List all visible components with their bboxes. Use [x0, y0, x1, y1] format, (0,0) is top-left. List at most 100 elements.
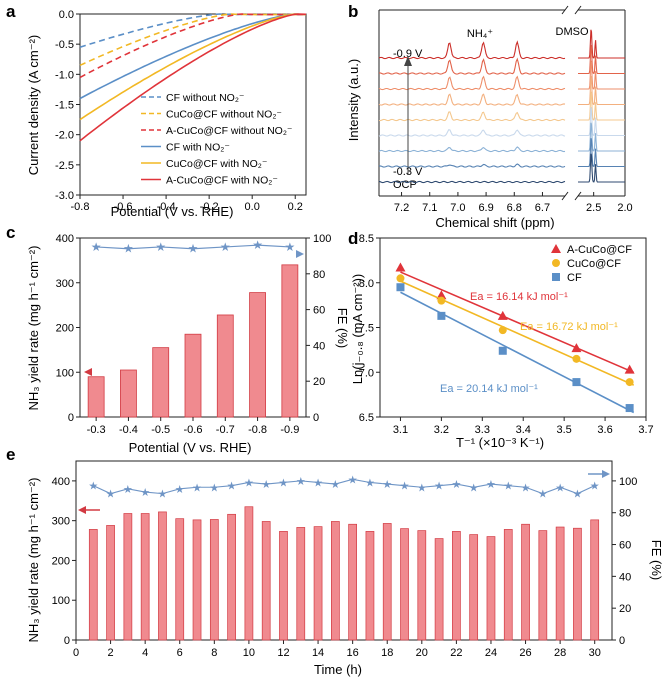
e-bar-27 — [555, 526, 565, 641]
d-legend-label-2: CF — [567, 272, 582, 284]
d-legend-marker-0 — [551, 244, 561, 253]
c-y2tick-label: 100 — [313, 233, 331, 245]
e-ytick-label: 0 — [64, 635, 70, 647]
a-ytick-label: -3.0 — [55, 190, 74, 202]
e-ytick-label: 100 — [52, 595, 70, 607]
b-xtick-label: 7.1 — [422, 202, 437, 214]
a-legend-label-1: CuCo@CF without NO₂⁻ — [166, 109, 282, 121]
e-bar-13 — [313, 526, 323, 641]
e-y2tick-label: 80 — [619, 508, 631, 520]
e-bar-6 — [192, 519, 202, 641]
a-xlabel: Potential (V vs. RHE) — [111, 204, 234, 219]
b-axis-break-2 — [561, 191, 569, 201]
d-legend-label-1: CuCo@CF — [567, 258, 621, 270]
b-spectrum-left-2 — [378, 75, 566, 91]
e-fe-point-4: ★ — [158, 489, 168, 501]
a-legend-label-2: A-CuCo@CF without NO₂⁻ — [166, 125, 293, 137]
c-y2tick-label: 20 — [313, 376, 325, 388]
c-xtick-label: -0.7 — [216, 424, 235, 436]
e-fe-point-12: ★ — [296, 476, 306, 488]
d-point-1-1 — [437, 296, 446, 305]
e-y2tick-label: 60 — [619, 540, 631, 552]
a-ytick-label: -1.5 — [55, 100, 74, 112]
e-xtick-label: 8 — [211, 647, 217, 659]
c-xtick-label: -0.4 — [119, 424, 138, 436]
e-xtick-label: 12 — [277, 647, 289, 659]
b-xtick-label: 2.5 — [586, 202, 601, 214]
b-spectrum-right-4 — [578, 91, 625, 121]
b-spectrum-right-7 — [578, 138, 625, 168]
c-y2tick-label: 80 — [313, 269, 325, 281]
e-ytick-label: 400 — [52, 476, 70, 488]
plot-layer: -0.8 -0.6 -0.4 -0.2 0.0 0.2 0.0 -0.5 -1.0 -1.5 -2.… — [52, 5, 654, 659]
b-spectrum-left-7 — [378, 163, 566, 168]
b-ylabel: Intensity (a.u.) — [346, 59, 361, 141]
e-bar-22 — [469, 534, 479, 641]
e-xtick-label: 22 — [450, 647, 462, 659]
e-fe-point-26: ★ — [538, 489, 548, 501]
e-bar-23 — [486, 536, 496, 641]
a-ytick-label: 0.0 — [59, 9, 74, 21]
e-fe-point-22: ★ — [469, 482, 479, 494]
d-xtick-label: 3.4 — [516, 424, 531, 436]
a-series-line-2 — [79, 13, 306, 79]
b-xlabel: Chemical shift (ppm) — [435, 215, 554, 230]
e-fe-point-0: ★ — [88, 481, 98, 493]
b-trend-arrowhead — [404, 56, 412, 66]
d-point-0-0 — [395, 262, 406, 272]
c-fe-point-0: ★ — [91, 240, 102, 254]
panel-label-b: b — [348, 2, 358, 21]
b-spectrum-right-6 — [578, 122, 625, 152]
e-xtick-label: 20 — [416, 647, 428, 659]
a-xtick-label: -0.8 — [71, 201, 90, 213]
a-xtick-label: -0.2 — [200, 201, 219, 213]
e-fe-line — [93, 478, 595, 495]
d-point-2-4 — [625, 404, 634, 413]
e-fe-point-3: ★ — [140, 487, 150, 499]
b-dmso-label: DMSO — [556, 26, 589, 38]
e-fe-point-20: ★ — [434, 481, 444, 493]
e-bar-20 — [434, 538, 444, 641]
c-bar-2 — [152, 347, 170, 418]
e-fe-axis-arrow — [602, 470, 610, 478]
d-xtick-label: 3.5 — [557, 424, 572, 436]
e-fe-point-1: ★ — [106, 489, 116, 501]
e-fe-point-7: ★ — [209, 482, 219, 494]
c-xtick-label: -0.9 — [280, 424, 299, 436]
d-ylabel: Ln(j₋₀.₈ (mA cm⁻²)) — [350, 274, 365, 384]
c-fe-point-3: ★ — [188, 242, 199, 256]
e-bar-2 — [123, 513, 133, 641]
b-xtick-label: 6.8 — [507, 202, 522, 214]
e-xlabel: Time (h) — [314, 662, 362, 677]
e-fe-point-2: ★ — [123, 484, 133, 496]
e-y2tick-label: 0 — [619, 635, 625, 647]
e-bar-8 — [227, 513, 236, 641]
c-ytick-label: 200 — [56, 323, 74, 335]
c-y2tick-label: 60 — [313, 305, 325, 317]
e-bar-11 — [279, 531, 288, 641]
c-bar-5 — [249, 292, 266, 418]
e-bar-12 — [296, 527, 306, 641]
b-spectrum-right-3 — [578, 76, 625, 106]
a-xtick-label: 0.0 — [245, 201, 260, 213]
e-fe-point-24: ★ — [503, 481, 513, 493]
e-ytick-label: 300 — [52, 516, 70, 528]
c-bar-0 — [87, 376, 105, 418]
e-xtick-label: 24 — [485, 647, 497, 659]
c-y2tick-label: 40 — [313, 340, 325, 352]
c-bar-6 — [281, 264, 299, 418]
e-fe-point-13: ★ — [313, 477, 323, 489]
e-fe-point-6: ★ — [192, 482, 202, 494]
e-bar-29 — [590, 519, 600, 641]
c-bar-1 — [120, 369, 137, 418]
d-point-2-1 — [437, 311, 446, 320]
e-y2tick-label: 40 — [619, 571, 631, 583]
c-bar-4 — [216, 314, 234, 418]
e-fe-point-27: ★ — [555, 482, 565, 494]
c-xtick-label: -0.8 — [248, 424, 267, 436]
d-ytick-label: 8.5 — [359, 233, 374, 245]
d-point-0-4 — [624, 364, 635, 374]
b-spectrum-left-1 — [378, 57, 566, 75]
e-bar-9 — [244, 506, 254, 641]
